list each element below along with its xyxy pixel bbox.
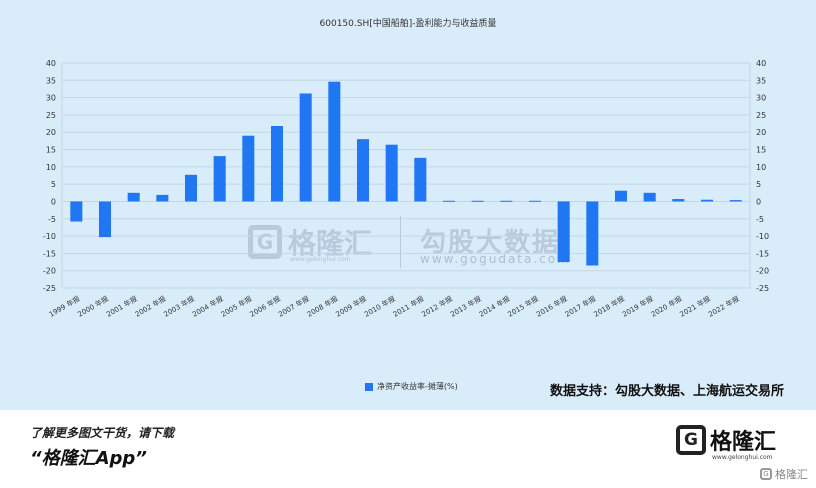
x-tick-label: 2019 年报 [621,294,655,319]
y-tick-label-left: -20 [43,267,56,276]
g-mini-icon: G [760,468,772,480]
bar [700,199,714,202]
x-tick-label: 2020 年报 [649,294,683,319]
bar [471,200,484,202]
x-tick-label: 1999 年报 [47,294,81,319]
x-tick-label: 2022 年报 [707,294,741,319]
y-tick-label-right: -15 [756,249,769,258]
x-tick-label: 2002 年报 [133,294,167,319]
bar [643,192,656,202]
x-tick-label: 2004 年报 [191,294,225,319]
x-tick-label: 2011 年报 [391,294,425,319]
bar-chart: -25 -25 -20 -20 -15 -15 -10 -10 -5 -5 0 0 5 5 10 10 15 15… [43,59,769,319]
y-tick-label-right: 10 [756,163,766,172]
y-tick-label-right: 20 [756,128,766,137]
y-tick-label-right: 25 [756,111,766,120]
y-tick-label-left: 5 [51,180,56,189]
y-tick-label-right: 5 [756,180,761,189]
y-tick-label-right: 35 [756,76,766,85]
corner-text: 格隆汇 [775,468,808,481]
y-tick-label-left: 15 [46,146,56,155]
x-tick-label: 2018 年报 [592,294,626,319]
y-tick-label-right: -10 [756,232,769,241]
x-tick-label: 2014 年报 [477,294,511,319]
footer-banner: 了解更多图文干货，请下载 “格隆汇App” G 格隆汇 www.gelonghu… [0,410,816,488]
x-tick-label: 2000 年报 [76,294,110,319]
x-tick-label: 2009 年报 [334,294,368,319]
footer-brand: 格隆汇 [710,430,777,455]
watermark-brand: 格隆汇 [288,227,373,260]
x-tick-label: 2005 年报 [219,294,253,319]
bar [528,200,542,202]
x-tick-label: 2013 年报 [449,294,483,319]
watermark-gogu-url: www.gogudata.com [420,252,571,266]
y-tick-label-left: 35 [46,76,56,85]
bar [356,139,370,202]
bar [586,201,599,266]
bar [672,199,685,202]
bar [213,156,226,202]
x-tick-label: 2017 年报 [563,294,597,319]
y-tick-label-left: 30 [46,94,56,103]
bar [385,144,398,202]
legend: 净资产收益率-摊薄(%) [365,381,458,392]
y-tick-label-left: -25 [43,284,56,293]
watermark-brand-url: www.gelonghui.com [290,256,351,263]
promo-line-2[interactable]: “格隆汇App” [30,448,147,469]
promo-line-1: 了解更多图文干货，请下载 [30,426,175,440]
watermark-divider [400,216,401,268]
x-tick-label: 2021 年报 [678,294,712,319]
y-tick-label-left: -10 [43,232,56,241]
data-support-text: 数据支持：勾股大数据、上海航运交易所 [549,384,784,399]
y-tick-label-right: -20 [756,267,769,276]
y-tick-label-right: -5 [756,215,764,224]
bar [127,192,140,202]
footer-url: www.gelonghui.com [712,454,773,461]
y-tick-label-right: 30 [756,94,766,103]
legend-swatch [365,382,373,391]
y-tick-label-left: -5 [48,215,56,224]
corner-watermark: G 格隆汇 [760,466,808,482]
y-tick-label-left: -15 [43,249,56,258]
bar [270,126,284,202]
y-tick-label-right: 15 [756,146,766,155]
legend-label: 净资产收益率-摊薄(%) [377,382,458,391]
bar [442,200,456,202]
bar [156,194,169,202]
y-tick-label-left: 10 [46,163,56,172]
bar [729,200,742,202]
bar [500,200,513,202]
x-tick-label: 2012 年报 [420,294,454,319]
y-tick-label-right: 40 [756,59,766,68]
y-tick-label-left: 0 [51,197,56,206]
bar [184,174,198,202]
bar [299,93,312,202]
bar [70,201,83,222]
bar [614,190,628,202]
x-tick-label: 2007 年报 [277,294,311,319]
x-tick-label: 2015 年报 [506,294,540,319]
x-tick-label: 2006 年报 [248,294,282,319]
x-tick-label: 2008 年报 [305,294,339,319]
y-tick-label-right: -25 [756,284,769,293]
g-logo-icon: G [676,425,706,455]
y-tick-label-left: 25 [46,111,56,120]
bar [242,135,255,202]
bar [414,157,427,202]
bar [328,81,341,202]
y-tick-label-right: 0 [756,197,761,206]
footer-logo[interactable]: G 格隆汇 [676,424,776,456]
bar [98,201,112,238]
chart-panel: 600150.SH[中国船舶]-盈利能力与收益质量 G 格隆汇 www.gelo… [42,19,784,399]
x-tick-label: 2003 年报 [162,294,196,319]
y-tick-label-left: 40 [46,59,56,68]
chart-title: 600150.SH[中国船舶]-盈利能力与收益质量 [319,19,497,29]
y-tick-label-left: 20 [46,128,56,137]
x-tick-label: 2016 年报 [535,294,569,319]
x-tick-label: 2001 年报 [105,294,139,319]
x-tick-label: 2010 年报 [363,294,397,319]
bar [557,201,570,263]
